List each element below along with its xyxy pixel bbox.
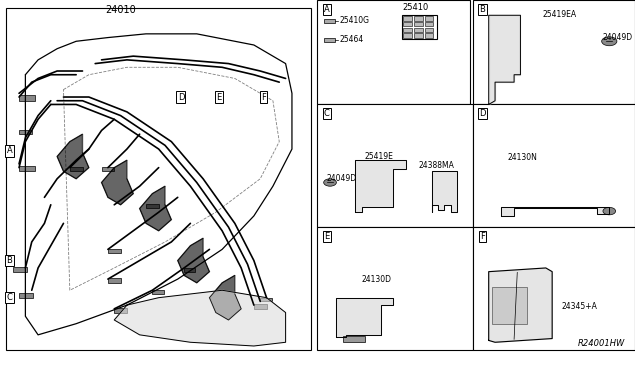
Bar (317, 227, 473, 350)
Text: 24130D: 24130D (362, 275, 392, 283)
Polygon shape (178, 238, 209, 283)
Circle shape (324, 179, 337, 186)
Polygon shape (489, 268, 552, 342)
Polygon shape (209, 275, 241, 320)
Bar (13, 267, 27, 272)
Text: R24001HW: R24001HW (578, 339, 625, 348)
Text: 25464: 25464 (340, 35, 364, 44)
Text: C: C (6, 293, 12, 302)
Bar (317, 0, 470, 105)
Polygon shape (115, 290, 285, 346)
Text: 25410: 25410 (403, 3, 429, 12)
Bar (473, 0, 635, 105)
Bar (414, 33, 422, 38)
Circle shape (603, 207, 616, 215)
Text: E: E (216, 93, 221, 102)
Polygon shape (355, 160, 406, 212)
Text: 24345+A: 24345+A (562, 302, 598, 311)
Polygon shape (57, 134, 89, 179)
Bar (473, 105, 635, 227)
Bar (317, 105, 473, 227)
Bar (424, 16, 433, 21)
Bar (146, 204, 159, 208)
Bar (152, 290, 164, 294)
Text: D: D (178, 93, 184, 102)
Bar (19, 293, 33, 298)
Text: 24049D: 24049D (327, 174, 357, 183)
Polygon shape (501, 206, 609, 216)
Bar (424, 28, 433, 32)
Bar (19, 95, 35, 101)
Bar (260, 298, 271, 301)
Bar (424, 22, 433, 26)
Bar (102, 167, 115, 171)
Bar (184, 268, 195, 272)
Text: B: B (479, 5, 485, 14)
Bar (19, 166, 35, 171)
Polygon shape (140, 186, 172, 231)
Polygon shape (102, 160, 133, 205)
Bar (324, 19, 335, 23)
Bar (403, 16, 412, 21)
Text: A: A (6, 147, 12, 155)
Bar (473, 227, 635, 350)
Text: 24130N: 24130N (508, 153, 538, 162)
Text: D: D (479, 109, 486, 118)
Polygon shape (431, 171, 457, 212)
Bar (254, 304, 267, 309)
Bar (108, 278, 120, 283)
Text: 24010: 24010 (105, 4, 136, 15)
Bar (115, 308, 127, 312)
Bar (19, 130, 32, 134)
Polygon shape (489, 15, 520, 105)
Circle shape (602, 37, 617, 46)
Bar (492, 286, 527, 324)
Text: 24049D: 24049D (603, 33, 633, 42)
Polygon shape (337, 298, 394, 337)
Bar (402, 15, 436, 39)
Text: F: F (261, 93, 266, 102)
Text: A: A (324, 5, 330, 14)
Text: 25419EA: 25419EA (543, 10, 577, 19)
Text: F: F (480, 232, 484, 241)
Text: B: B (6, 256, 12, 265)
Bar (108, 248, 120, 253)
Text: C: C (324, 109, 330, 118)
Bar (403, 28, 412, 32)
Bar (403, 22, 412, 26)
Bar (414, 22, 422, 26)
Text: 25410G: 25410G (340, 16, 369, 25)
Bar (403, 33, 412, 38)
Bar (414, 16, 422, 21)
Bar (414, 28, 422, 32)
Bar (324, 38, 335, 42)
Bar (424, 33, 433, 38)
Text: 25419E: 25419E (365, 152, 394, 161)
Text: E: E (324, 232, 330, 241)
Bar (343, 336, 365, 341)
Bar (70, 167, 83, 171)
Bar (6, 8, 311, 350)
Text: 24388MA: 24388MA (419, 161, 455, 170)
